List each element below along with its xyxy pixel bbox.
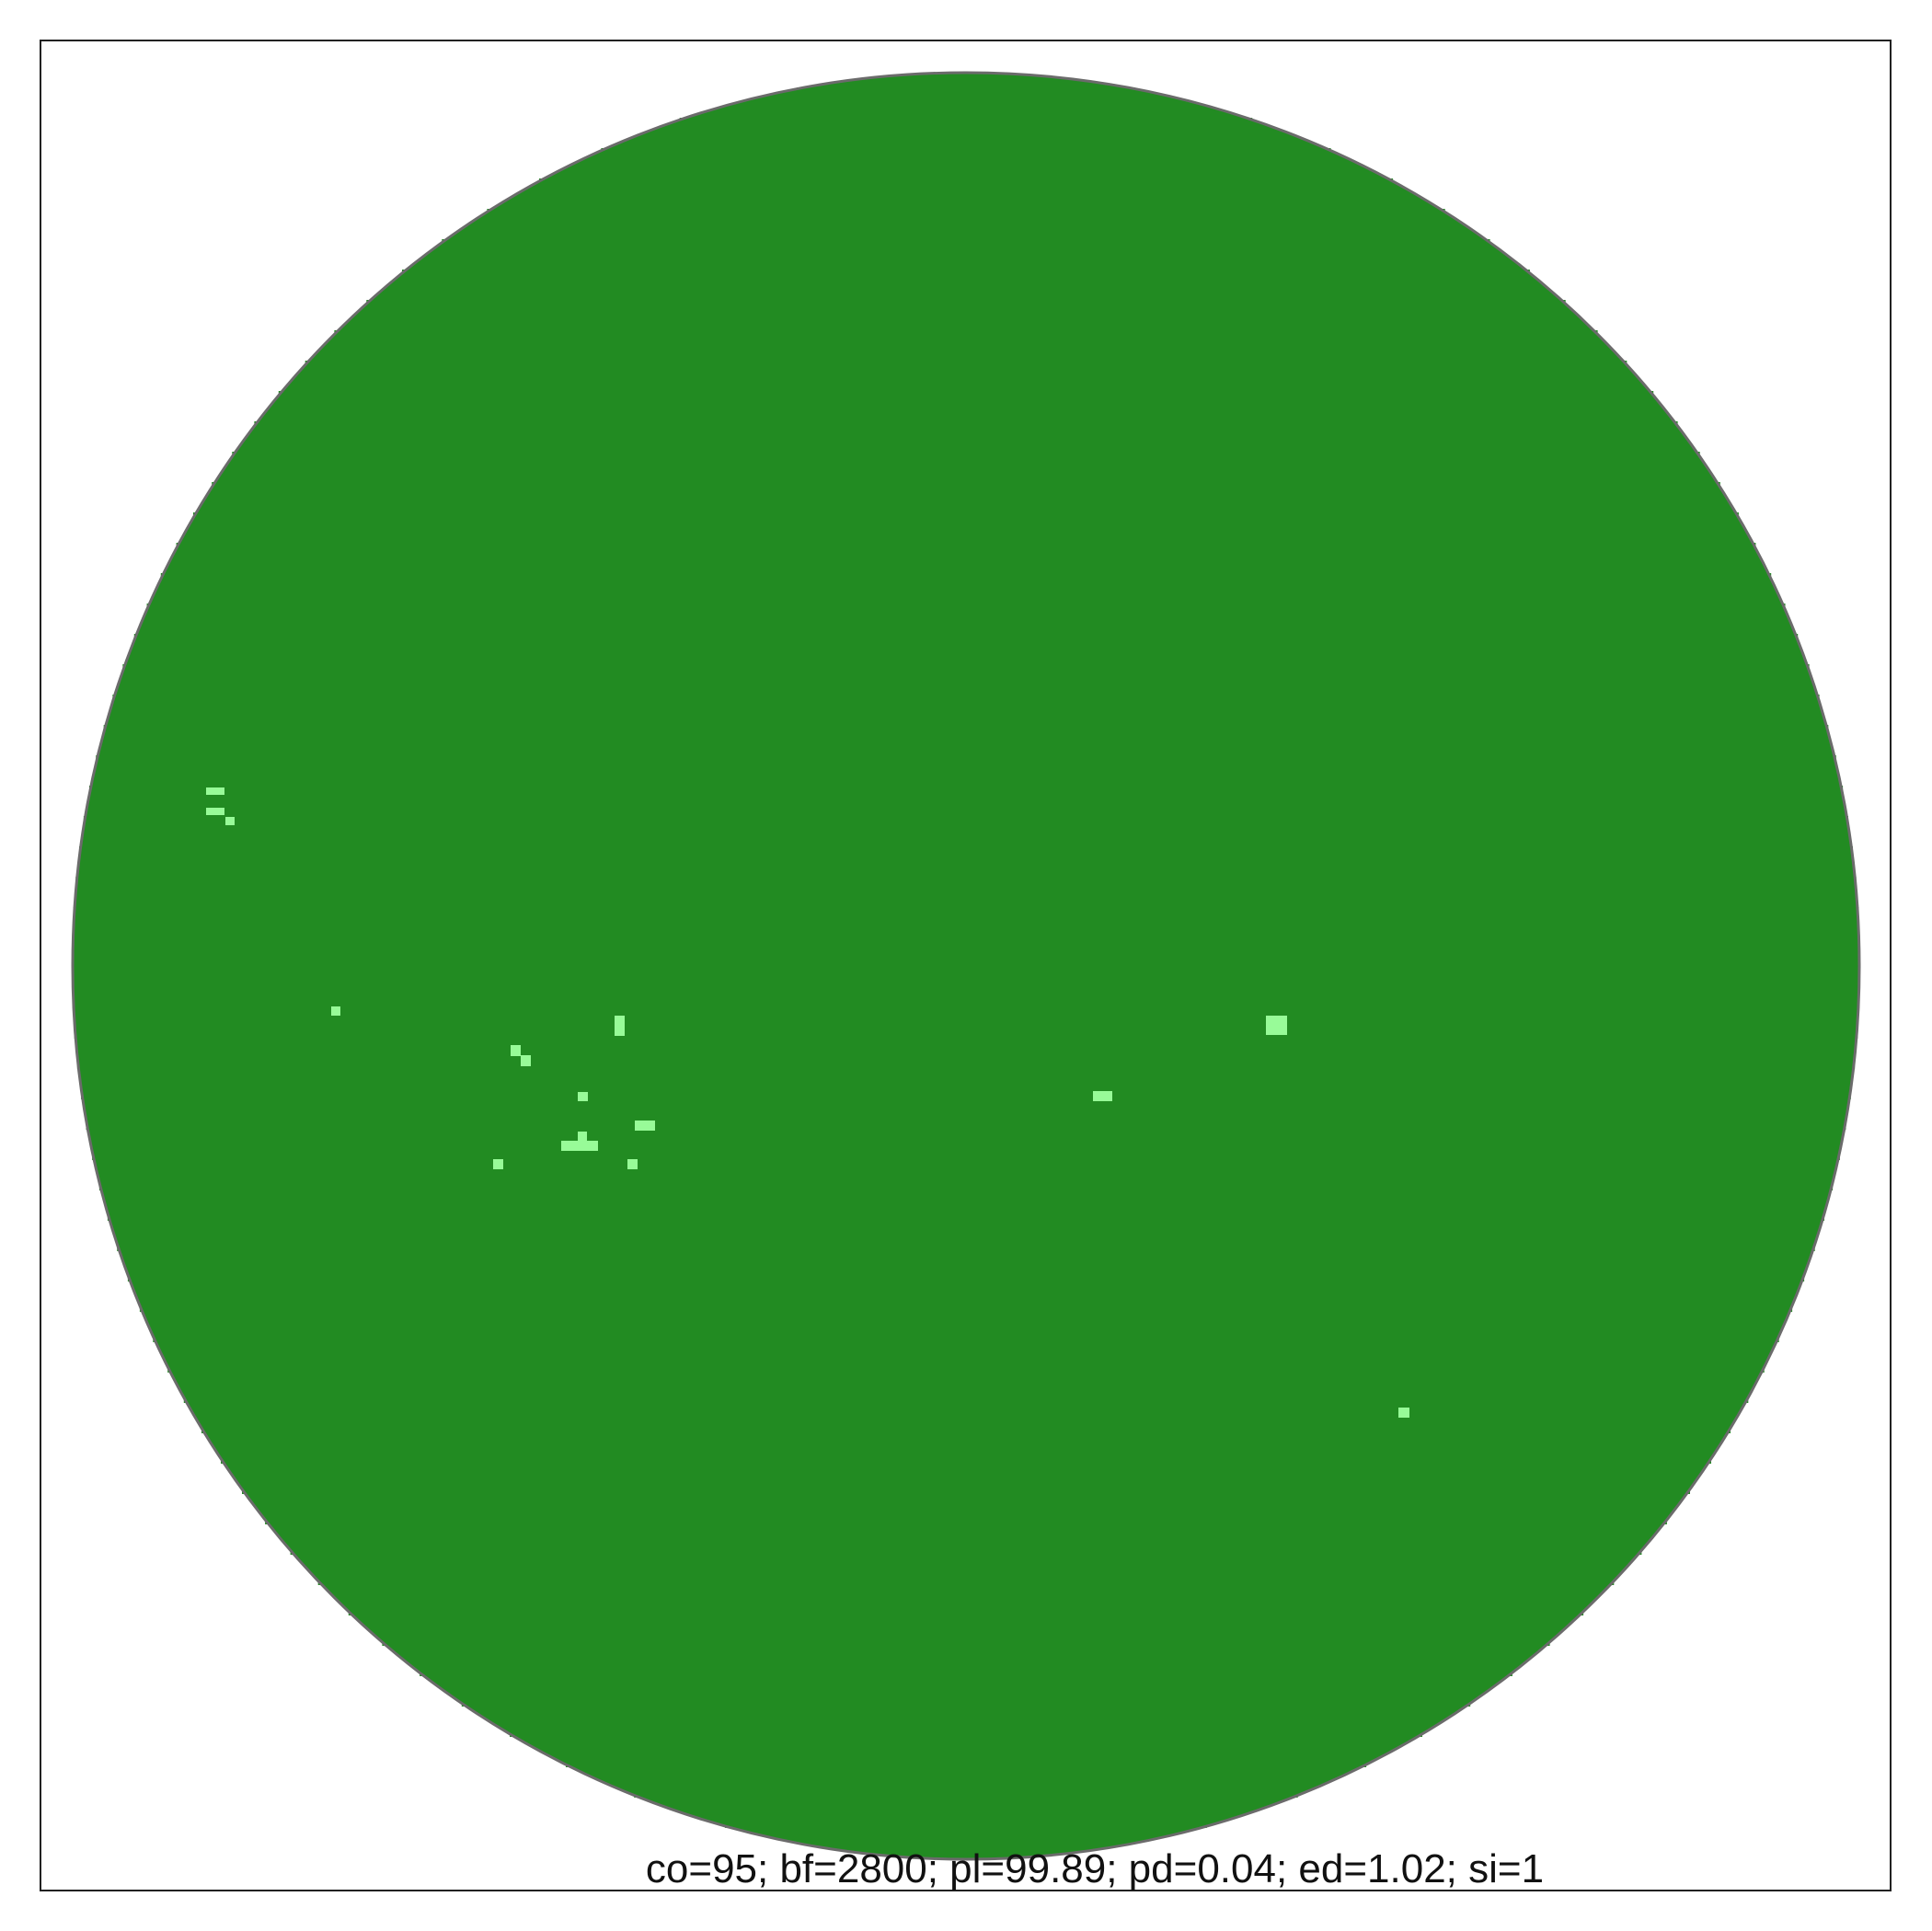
uncovered-spot bbox=[493, 1159, 503, 1169]
uncovered-spot bbox=[578, 1132, 587, 1142]
uncovered-spot bbox=[225, 817, 235, 825]
uncovered-spot bbox=[627, 1159, 638, 1169]
uncovered-spot bbox=[635, 1121, 655, 1131]
uncovered-spots bbox=[206, 787, 1409, 1418]
uncovered-spot bbox=[521, 1055, 531, 1066]
stats-caption: co=95; bf=2800; pl=99.89; pd=0.04; ed=1.… bbox=[645, 1846, 1545, 1891]
uncovered-spot bbox=[561, 1141, 598, 1151]
disk-outline bbox=[71, 71, 1861, 1861]
uncovered-spot bbox=[1266, 1016, 1287, 1035]
uncovered-spot bbox=[331, 1006, 340, 1016]
uncovered-spot bbox=[615, 1016, 625, 1036]
uncovered-spot bbox=[1093, 1091, 1112, 1101]
uncovered-spot bbox=[206, 808, 224, 815]
coverage-disk bbox=[74, 74, 1858, 1858]
uncovered-spot bbox=[206, 787, 224, 795]
uncovered-spot bbox=[511, 1045, 521, 1056]
uncovered-spot bbox=[578, 1092, 588, 1101]
uncovered-spot bbox=[1398, 1408, 1409, 1418]
plot-frame bbox=[40, 40, 1892, 1891]
